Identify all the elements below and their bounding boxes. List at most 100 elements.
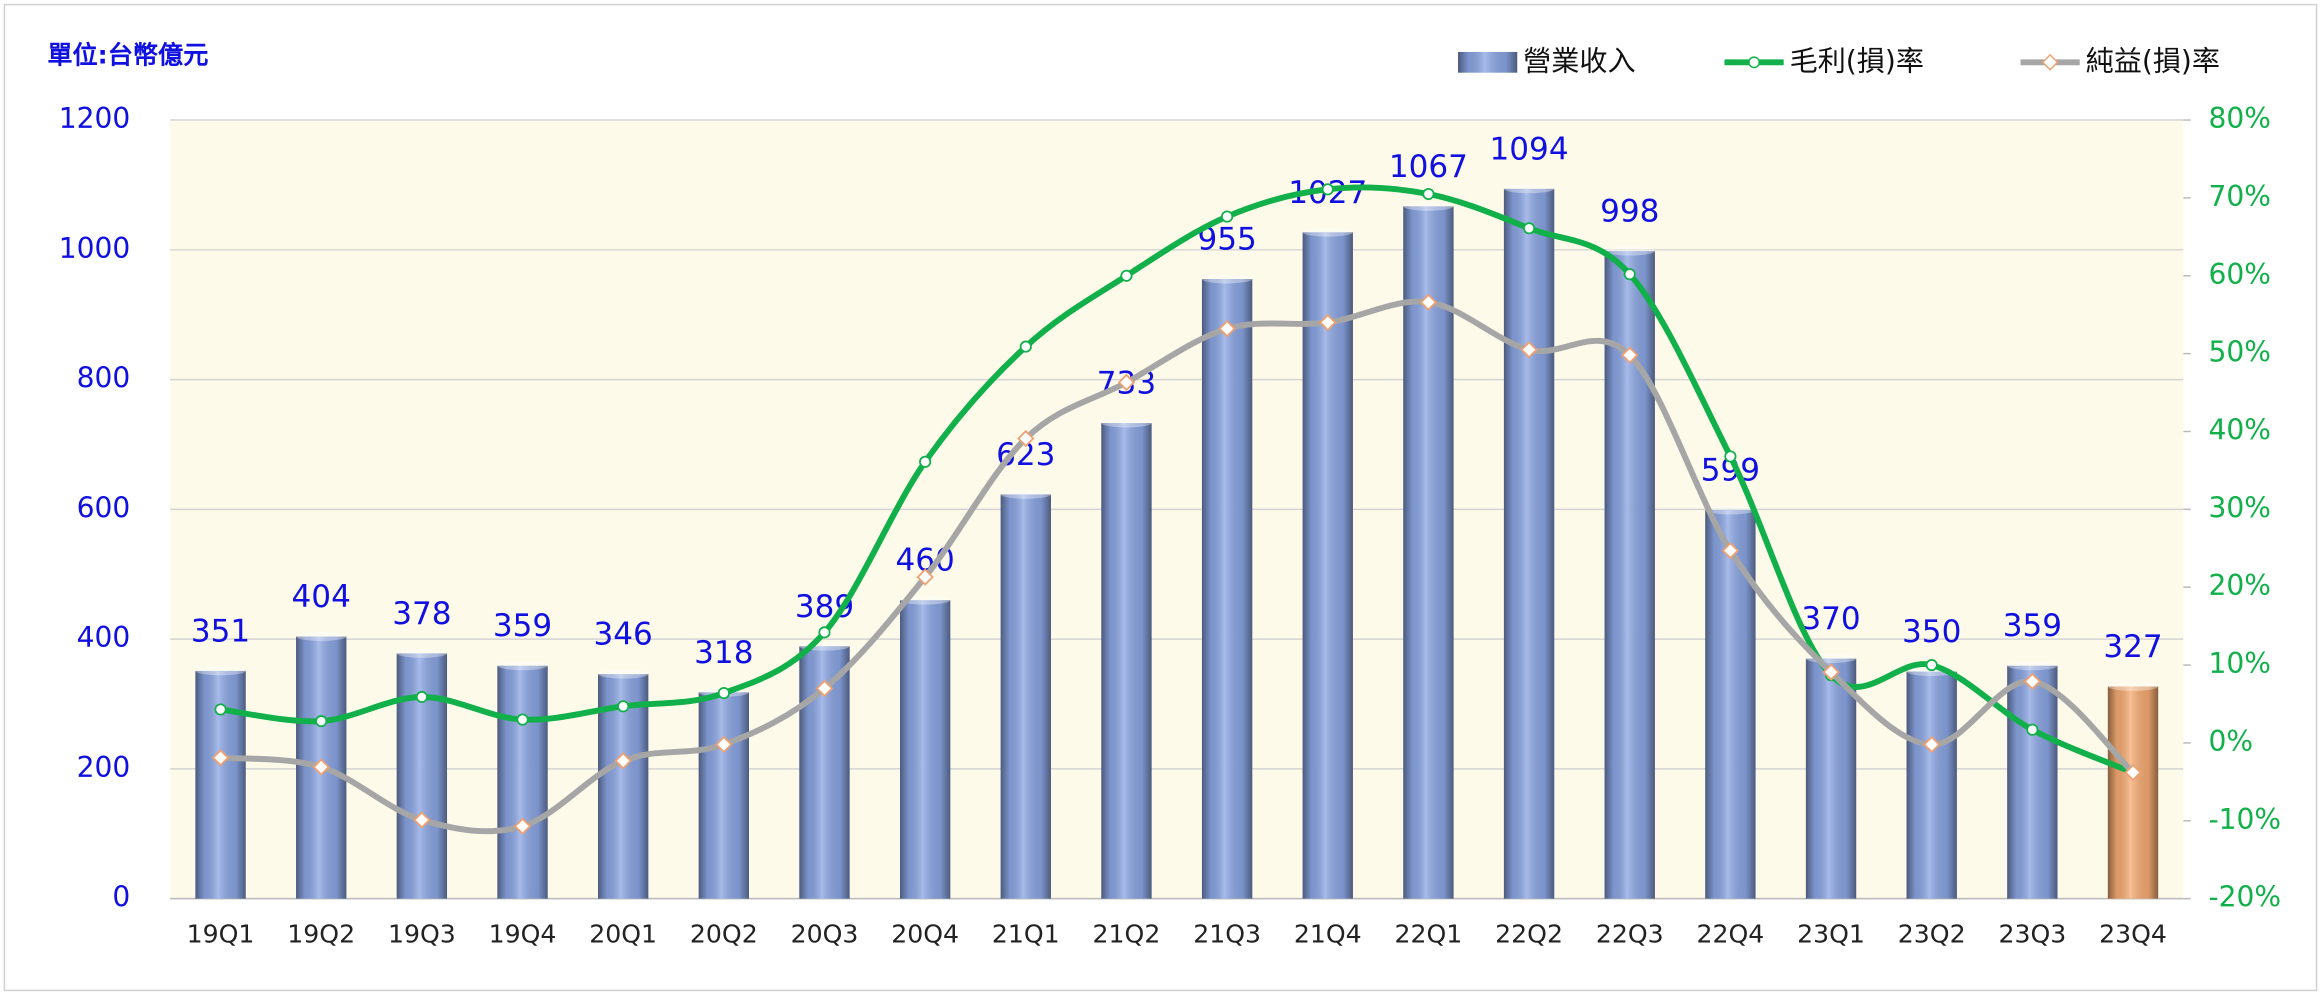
bar-top [1503, 184, 1555, 194]
x-tick-label: 22Q3 [1596, 920, 1664, 949]
y2-tick-label: 40% [2209, 413, 2271, 446]
data-label: 318 [694, 635, 753, 671]
data-label: 346 [594, 617, 653, 653]
marker [1221, 210, 1234, 223]
bar-top [1101, 418, 1152, 428]
y2-tick-label: -20% [2209, 881, 2282, 914]
marker [516, 713, 529, 726]
marker [1120, 269, 1133, 282]
marker [1523, 222, 1536, 235]
bar-shade [2107, 686, 2159, 899]
bar-top [2107, 682, 2159, 691]
data-label: 404 [292, 579, 351, 615]
bar-shade [497, 665, 548, 899]
marker [818, 626, 831, 639]
y2-tick-label: 20% [2209, 569, 2271, 602]
marker [1017, 429, 1035, 448]
legend-marker [1748, 56, 1760, 69]
x-tick-label: 23Q2 [1898, 920, 1966, 949]
marker [1422, 187, 1435, 201]
y-tick-label: 600 [77, 491, 131, 524]
marker [1419, 293, 1438, 311]
y-tick-label: 1200 [59, 102, 131, 135]
data-label: 378 [392, 596, 451, 632]
x-tick-label: 20Q4 [891, 920, 959, 949]
x-tick-label: 20Q1 [589, 920, 657, 949]
marker [715, 735, 733, 754]
marker [2026, 723, 2039, 736]
y-tick-label: 0 [112, 881, 130, 914]
bar-shade [899, 600, 951, 899]
bar-top [2007, 661, 2058, 671]
bar-top [1000, 489, 1051, 499]
x-tick-label: 20Q2 [690, 920, 758, 949]
data-label: 351 [191, 613, 250, 649]
y2-tick-label: 50% [2209, 336, 2271, 369]
marker [1019, 340, 1032, 353]
data-label: 350 [1902, 614, 1961, 650]
data-label: 1094 [1490, 131, 1569, 167]
legend-label: 純益(損)率 [2086, 44, 2220, 77]
x-tick-label: 22Q1 [1395, 920, 1463, 949]
bar-shade [698, 692, 749, 899]
bar-shade [1101, 423, 1152, 899]
x-tick-label: 21Q1 [992, 920, 1060, 949]
x-tick-label: 19Q2 [287, 920, 355, 949]
data-label: 359 [2003, 608, 2062, 644]
marker [1321, 183, 1334, 196]
marker [315, 715, 328, 728]
marker [614, 752, 632, 770]
y-tick-label: 400 [77, 621, 131, 654]
bar-top [1705, 505, 1756, 515]
marker [415, 690, 428, 704]
bar-top [195, 666, 246, 676]
marker [2124, 763, 2142, 782]
legend-label: 毛利(損)率 [1790, 44, 1924, 77]
marker [2023, 672, 2042, 691]
x-tick-label: 21Q2 [1093, 920, 1161, 949]
bar-shade [1302, 232, 1353, 899]
x-tick-label: 21Q4 [1294, 920, 1362, 949]
bar-shade [1403, 206, 1454, 899]
marker [214, 703, 227, 716]
marker [1117, 373, 1136, 392]
x-tick-label: 23Q4 [2099, 920, 2167, 949]
x-tick-label: 23Q3 [1998, 920, 2066, 949]
marker [1218, 320, 1236, 338]
x-tick-label: 19Q3 [388, 920, 456, 949]
x-tick-label: 22Q2 [1495, 920, 1563, 949]
unit-label: 單位:台幣億元 [47, 40, 208, 69]
legend-label: 營業收入 [1523, 44, 1635, 77]
y2-tick-label: 60% [2209, 258, 2271, 291]
marker [211, 749, 230, 767]
bar-shade [1906, 671, 1957, 899]
x-tick-label: 20Q3 [791, 920, 859, 949]
marker [1724, 450, 1737, 463]
bar-shade [1503, 188, 1555, 899]
data-label: 998 [1600, 194, 1659, 230]
marker [717, 687, 730, 700]
y-tick-label: 1000 [59, 232, 131, 265]
bar-top [1302, 227, 1353, 237]
bar-top [396, 648, 448, 658]
y2-tick-label: 70% [2209, 180, 2271, 213]
marker [1520, 341, 1538, 359]
bar-shade [2007, 665, 2058, 899]
marker [1319, 313, 1337, 332]
bar-top [497, 661, 548, 671]
marker [919, 455, 932, 468]
bar-shade [1705, 509, 1756, 899]
bar-top [598, 669, 649, 679]
data-label: 370 [1801, 601, 1860, 637]
marker [1721, 541, 1740, 560]
y2-tick-label: 10% [2209, 647, 2271, 680]
bar-shade [396, 653, 448, 899]
bar-top [899, 595, 951, 605]
x-tick-label: 22Q4 [1696, 920, 1764, 949]
marker [1923, 735, 1941, 754]
marker [1621, 346, 1639, 364]
x-tick-label: 19Q4 [489, 920, 557, 949]
bar-top [1604, 246, 1655, 256]
data-label: 1067 [1389, 149, 1468, 185]
